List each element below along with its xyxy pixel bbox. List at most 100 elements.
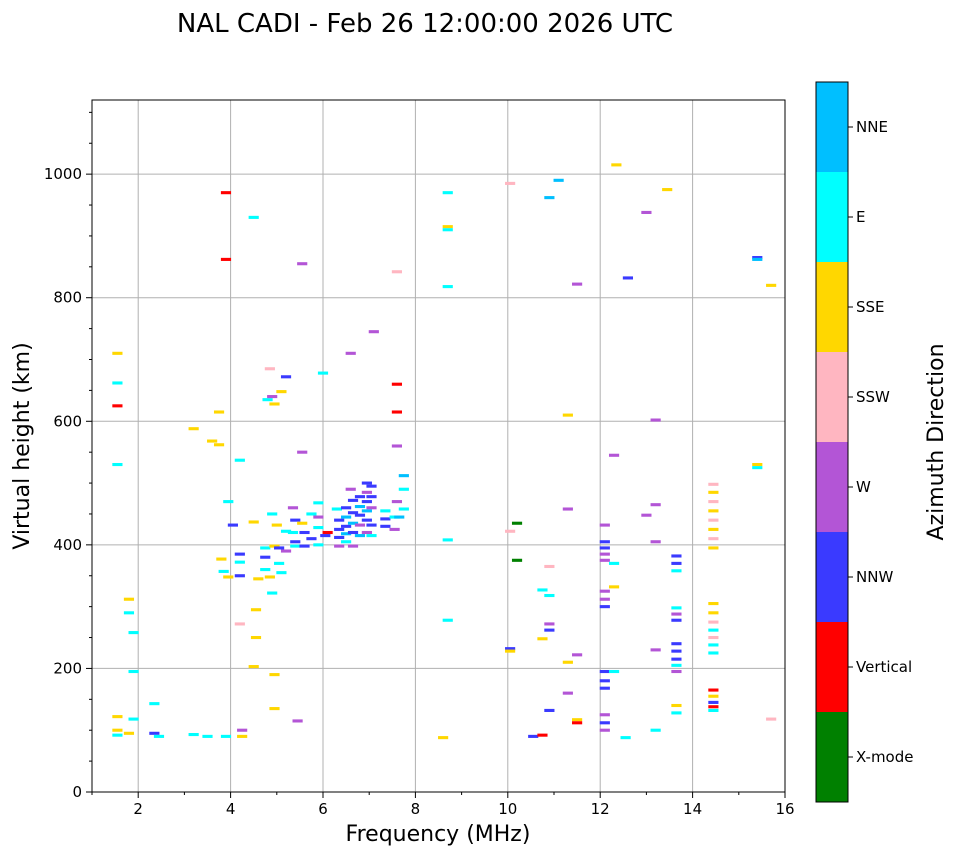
y-tick-label: 200 [53, 659, 82, 677]
echo-point [671, 554, 682, 558]
echo-point [112, 381, 123, 385]
echo-point [347, 544, 359, 548]
echo-point [347, 521, 359, 525]
echo-point [250, 635, 262, 640]
echo-point [290, 540, 301, 544]
echo-point [599, 558, 610, 562]
echo-point [269, 707, 280, 711]
echo-point [292, 719, 303, 723]
colorbar-tick-label: SSE [856, 298, 885, 316]
y-axis-ticks: 0 200 400 600 800 1000 [44, 111, 92, 801]
echo-point [708, 527, 719, 531]
echo-point [438, 736, 449, 740]
echo-point [354, 534, 366, 538]
echo-point [354, 513, 366, 517]
echo-point [290, 518, 301, 522]
echo-point [608, 585, 620, 589]
echo-point [544, 628, 555, 632]
echo-point [153, 734, 165, 738]
echo-point [334, 527, 345, 531]
x-tick-label: 6 [318, 800, 328, 818]
echo-point [391, 444, 403, 448]
echo-point [313, 526, 324, 530]
echo-point [123, 597, 135, 601]
echo-point [671, 642, 682, 646]
echo-point [544, 564, 555, 569]
echo-point [188, 427, 199, 431]
echo-point [123, 731, 135, 735]
echo-point [572, 653, 583, 657]
echo-point [537, 733, 548, 737]
echo-point [671, 649, 682, 653]
echo-point [505, 649, 516, 653]
echo-point [248, 215, 259, 219]
x-tick-label: 14 [683, 800, 702, 818]
echo-point [366, 495, 377, 499]
echo-point [260, 546, 271, 550]
echo-point [608, 669, 620, 674]
x-axis-label: Frequency (MHz) [346, 822, 531, 847]
echo-point [366, 484, 377, 488]
echo-point [671, 711, 682, 715]
echo-point [112, 351, 123, 355]
echo-point [366, 506, 377, 510]
echo-point [276, 571, 287, 575]
colorbar-segment [816, 262, 848, 352]
echo-point [299, 530, 310, 535]
echo-point [227, 523, 238, 527]
echo-point [650, 503, 661, 507]
echo-point [260, 555, 271, 559]
echo-point [248, 520, 259, 524]
echo-point [317, 371, 329, 375]
echo-point [347, 511, 359, 515]
x-tick-label: 2 [133, 800, 143, 818]
echo-point [112, 728, 123, 732]
echo-point [237, 734, 248, 738]
echo-point [671, 618, 682, 622]
echo-point [267, 512, 278, 516]
y-tick-label: 600 [53, 412, 82, 430]
echo-point [766, 717, 777, 721]
echo-point [264, 575, 275, 579]
colorbar-segment [816, 172, 848, 262]
echo-point [599, 597, 610, 601]
echo-point [341, 524, 352, 528]
echo-point [380, 517, 391, 521]
echo-point [708, 509, 719, 513]
echo-point [250, 608, 262, 612]
y-tick-label: 1000 [44, 165, 82, 183]
echo-point [708, 611, 719, 615]
echo-point [287, 506, 299, 510]
echo-point [572, 718, 583, 722]
echo-point [237, 728, 248, 732]
echo-point [149, 731, 160, 735]
echo-point [599, 686, 610, 690]
echo-point [274, 546, 285, 550]
echo-point [389, 527, 400, 531]
grid-lines [92, 100, 785, 792]
echo-point [269, 402, 280, 406]
echo-point [671, 612, 682, 616]
echo-point [297, 450, 308, 454]
echo-point [234, 458, 245, 462]
echo-point [611, 163, 622, 167]
echo-point [331, 507, 342, 511]
echo-point [599, 540, 610, 544]
echo-point [505, 181, 516, 185]
colorbar-frame [815, 81, 849, 803]
echo-point [391, 410, 403, 414]
echo-point [347, 530, 359, 535]
echo-point [306, 537, 317, 541]
y-tick-label: 400 [53, 536, 82, 554]
colorbar-tick-label: Vertical [856, 658, 912, 676]
echo-point [391, 382, 403, 386]
echo-point [313, 515, 324, 519]
echo-point [264, 367, 275, 371]
echo-point [708, 688, 719, 692]
echo-point [708, 694, 719, 698]
echo-point [354, 505, 366, 509]
echo-point [234, 622, 245, 626]
echo-point [708, 708, 719, 712]
echo-points [112, 163, 777, 740]
echo-point [708, 482, 719, 486]
